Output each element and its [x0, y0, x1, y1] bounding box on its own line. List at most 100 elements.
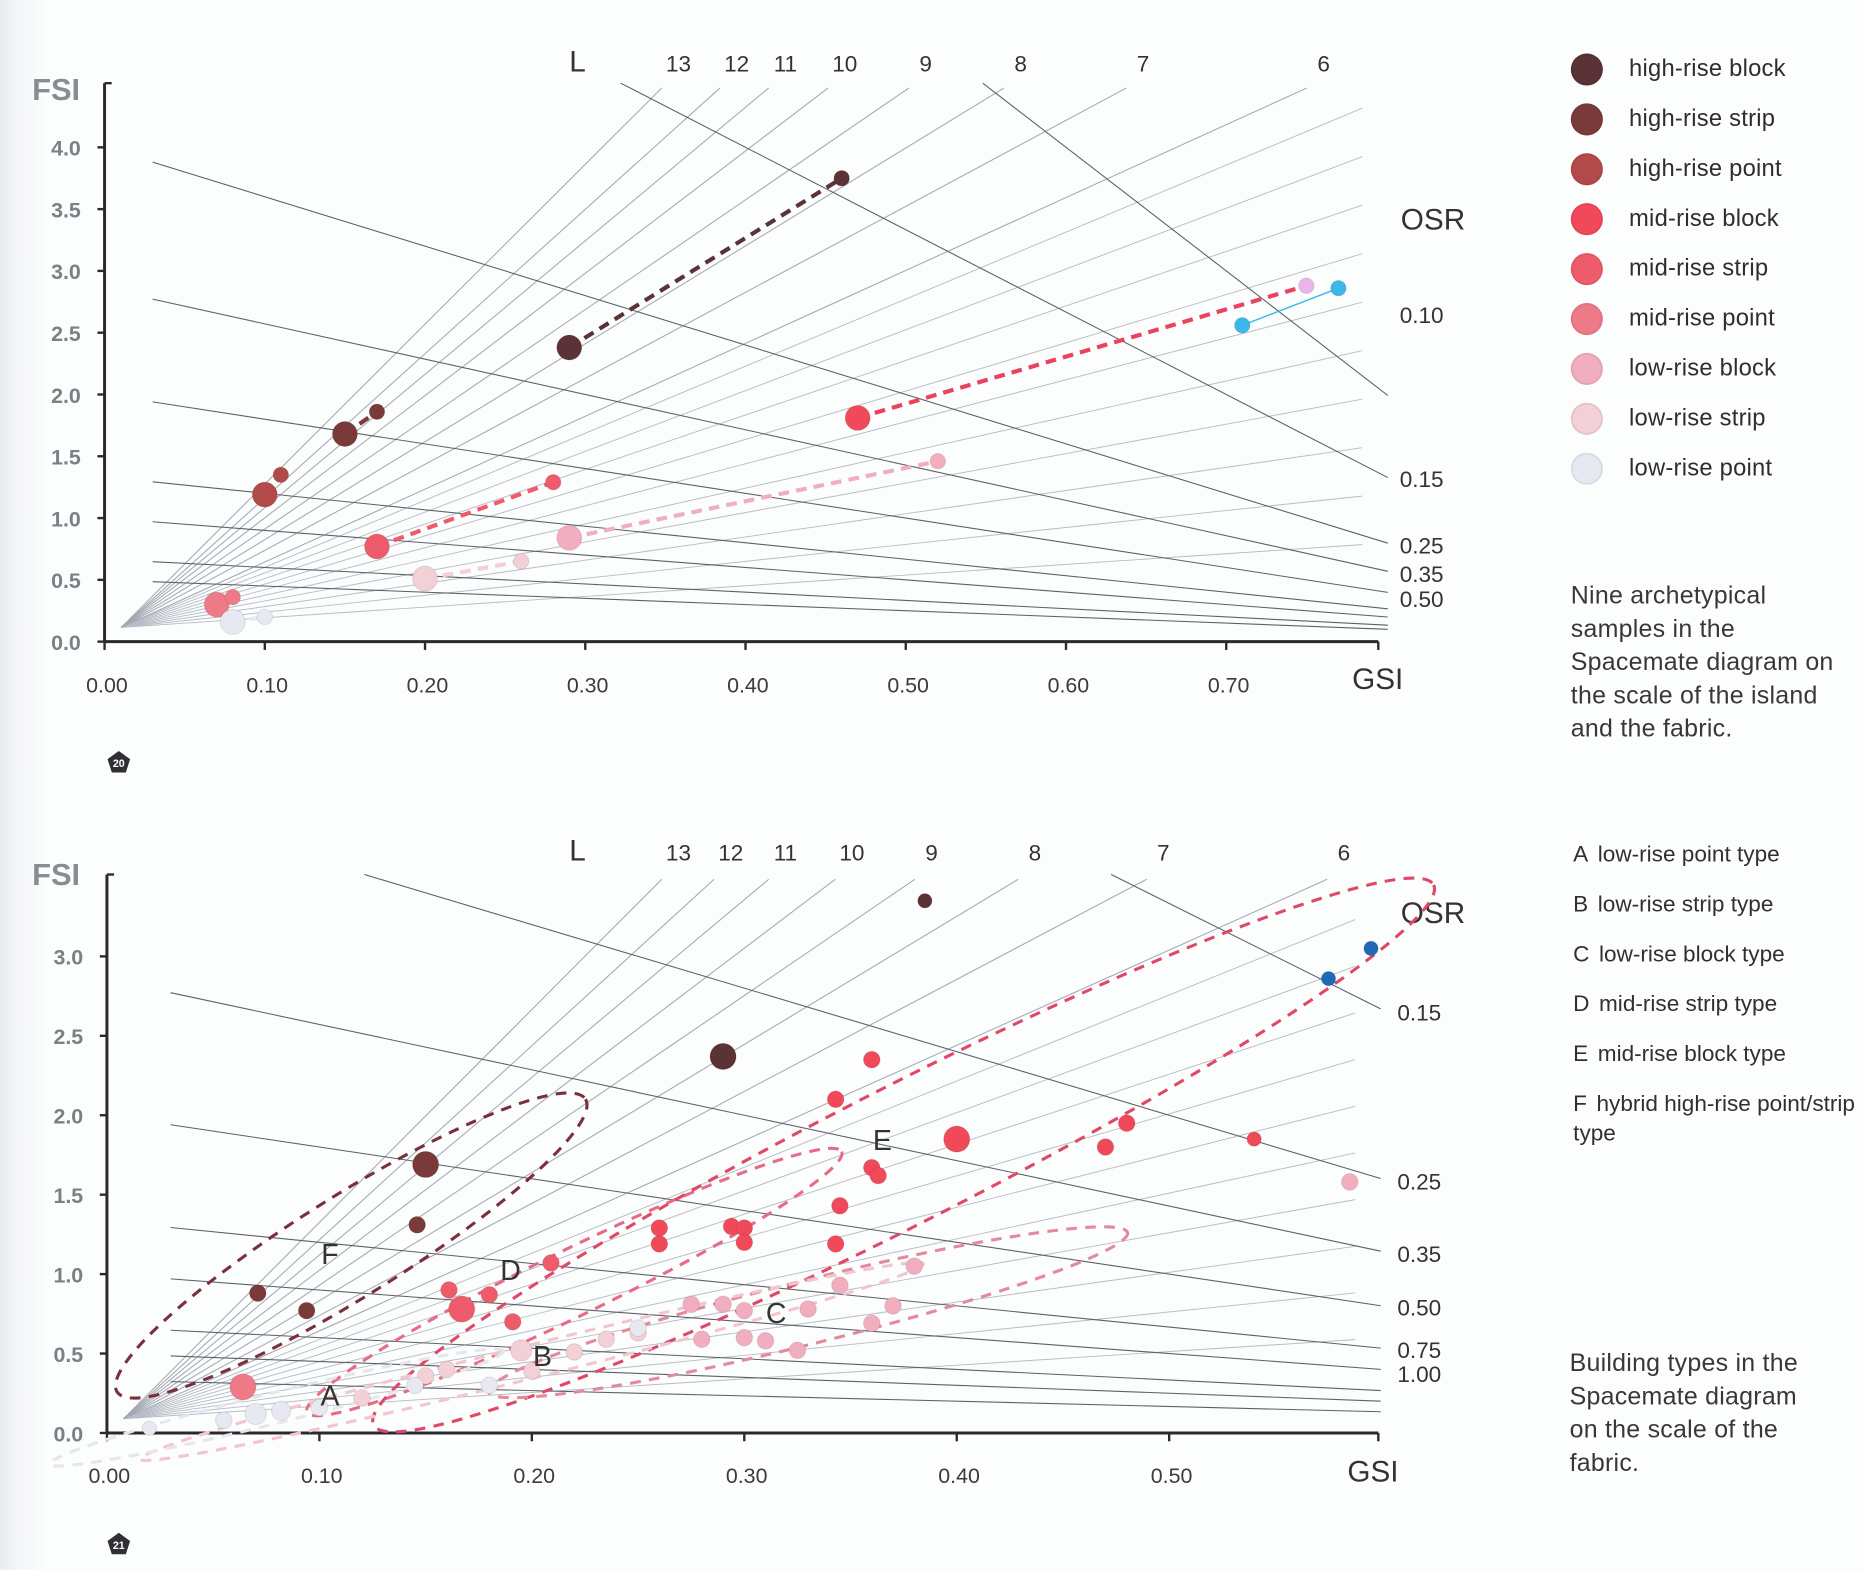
legend-item: low-rise block	[1570, 343, 1856, 393]
l-line-1.5	[121, 495, 1363, 628]
l-line-4	[121, 253, 1363, 628]
data-point	[714, 1295, 732, 1314]
legend-label: low-rise strip	[1629, 404, 1766, 431]
osr-label: 0.35	[1400, 562, 1444, 587]
data-point	[826, 1235, 845, 1253]
data-point	[833, 169, 850, 187]
data-point	[437, 1360, 456, 1379]
cluster-outline-D	[305, 1146, 844, 1418]
figure-number: 21	[113, 1540, 125, 1552]
l-line-6	[123, 878, 1328, 1420]
l-line-3.5	[121, 301, 1363, 628]
data-point	[256, 608, 274, 626]
l-label: 12	[718, 840, 743, 865]
osr-line-0.25	[364, 874, 1381, 1180]
l-label: 9	[919, 51, 932, 76]
legend-item: low-rise strip	[1570, 393, 1856, 443]
l-line-13	[123, 878, 663, 1420]
l-line-8	[123, 878, 1019, 1420]
data-point	[556, 524, 583, 551]
x-tick-label: 0.60	[1048, 674, 1090, 698]
data-point	[565, 1343, 584, 1361]
osr-line-1.5	[152, 561, 1388, 626]
y-tick-label: 0.0	[51, 631, 81, 655]
osr-label: 0.35	[1397, 1242, 1441, 1267]
y-tick-label: 1.0	[53, 1263, 83, 1287]
l-label: 11	[774, 840, 797, 865]
figure-21-caption: Building types in the Spacemate diagram …	[1569, 1349, 1798, 1477]
connector-line	[376, 480, 554, 549]
osr-line-0.5	[170, 1124, 1381, 1307]
osr-line-0.15	[620, 82, 1389, 479]
y-tick-label: 2.5	[51, 322, 81, 346]
osr-label: 0.15	[1397, 1001, 1441, 1026]
data-point	[271, 1400, 292, 1421]
data-point	[440, 1281, 458, 1299]
l-label: 9	[925, 840, 938, 865]
y-tick-label: 2.0	[53, 1105, 83, 1129]
y-tick-label: 4.0	[51, 137, 81, 161]
data-point	[1340, 1173, 1359, 1191]
data-point	[756, 1331, 775, 1350]
l-grid-lines: 13 12 11 10 9 8 7 6 L	[120, 45, 1363, 628]
x-tick-label: 0.30	[567, 674, 609, 698]
osr-label: 0.75	[1397, 1338, 1441, 1363]
data-point	[844, 404, 871, 432]
l-line-7	[120, 87, 1127, 628]
x-tick-label: 0.10	[301, 1464, 343, 1488]
legend-label: mid-rise block	[1629, 204, 1779, 232]
y-tick-label: 3.5	[51, 198, 81, 222]
data-point	[917, 893, 933, 909]
l-axis-title: L	[569, 45, 586, 78]
y-tick-label: 0.5	[51, 569, 81, 593]
data-point	[408, 1215, 427, 1234]
l-line-1	[121, 544, 1363, 628]
data-point	[556, 334, 583, 361]
data-point	[310, 1398, 329, 1417]
osr-line-1	[170, 1278, 1381, 1370]
y-tick-label: 0.5	[53, 1343, 83, 1367]
data-point	[1363, 940, 1379, 957]
x-tick-label: 0.50	[1151, 1464, 1193, 1488]
l-line-2.5	[121, 398, 1363, 628]
osr-label: 0.25	[1400, 534, 1444, 559]
l-line-12	[120, 87, 721, 628]
l-line-2	[121, 447, 1363, 628]
osr-line-2	[170, 1355, 1381, 1402]
l-line-11	[120, 87, 770, 628]
legend-dot-icon	[1570, 402, 1603, 435]
connector-line	[857, 283, 1307, 420]
data-point	[1330, 279, 1347, 297]
legend-item: high-rise strip	[1570, 94, 1856, 144]
connector-line	[1242, 287, 1339, 326]
l-line-7	[123, 878, 1147, 1420]
osr-label: 0.25	[1397, 1169, 1441, 1194]
cluster-label: mid-rise strip type	[1599, 992, 1778, 1018]
osr-label: 0.10	[1400, 303, 1444, 328]
legend-item: mid-rise strip	[1570, 244, 1856, 294]
data-point	[224, 588, 242, 606]
data-point	[1117, 1114, 1136, 1133]
osr-line-0.1	[982, 82, 1389, 396]
cluster-key: F	[1573, 1091, 1587, 1117]
data-point	[251, 481, 278, 508]
osr-label: 0.50	[1397, 1295, 1441, 1320]
x-tick-label: 0.40	[727, 674, 769, 698]
l-line-3	[123, 1152, 1356, 1420]
y-tick-label: 3.0	[53, 946, 83, 970]
l-line-11	[123, 878, 770, 1420]
data-point	[272, 466, 290, 484]
legend-dot-icon	[1570, 352, 1603, 385]
l-label: 7	[1157, 840, 1170, 865]
osr-line-0.35	[152, 298, 1388, 572]
data-point	[830, 1276, 849, 1295]
x-axis-title: GSI	[1352, 663, 1403, 696]
data-point	[1096, 1138, 1115, 1156]
cluster-label: mid-rise block type	[1597, 1042, 1786, 1068]
l-label: 13	[666, 840, 691, 865]
figure-number: 20	[113, 758, 125, 770]
data-points	[203, 169, 1347, 635]
data-point	[244, 1402, 267, 1426]
